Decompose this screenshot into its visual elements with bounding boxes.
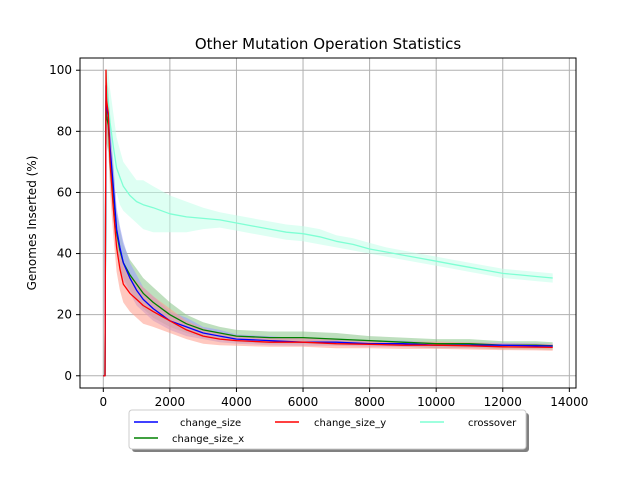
legend-label-change_size_y: change_size_y <box>314 418 386 429</box>
y-tick-label: 20 <box>57 308 72 322</box>
x-tick-label: 4000 <box>221 395 252 409</box>
x-tick-label: 8000 <box>354 395 385 409</box>
y-axis-label: Genomes Inserted (%) <box>25 156 39 291</box>
series-lines <box>103 69 553 377</box>
legend-box <box>128 409 527 450</box>
legend: change_size change_size_x change_size_y cro… <box>128 409 529 452</box>
plot-frame <box>79 57 577 389</box>
y-tick-label: 80 <box>57 124 72 138</box>
y-axis: 0 20 40 60 80 100 <box>49 63 80 383</box>
line-change_size_y <box>103 69 553 377</box>
legend-label-crossover: crossover <box>468 418 517 429</box>
x-tick-label: 12000 <box>484 395 522 409</box>
y-tick-label: 60 <box>57 185 72 199</box>
y-tick-label: 40 <box>57 247 72 261</box>
line-crossover <box>103 69 553 377</box>
legend-label-change_size_x: change_size_x <box>172 434 244 445</box>
chart-title: Other Mutation Operation Statistics <box>195 35 462 53</box>
x-tick-label: 14000 <box>550 395 588 409</box>
y-tick-label: 100 <box>49 63 72 77</box>
y-tick-label: 0 <box>64 369 72 383</box>
band-crossover <box>103 70 553 376</box>
x-tick-label: 10000 <box>417 395 455 409</box>
legend-label-change_size: change_size <box>180 418 241 429</box>
x-axis: 0 2000 4000 6000 8000 10000 12000 14000 <box>99 388 588 409</box>
x-tick-label: 2000 <box>155 395 186 409</box>
x-tick-label: 6000 <box>288 395 319 409</box>
x-tick-label: 0 <box>99 395 107 409</box>
